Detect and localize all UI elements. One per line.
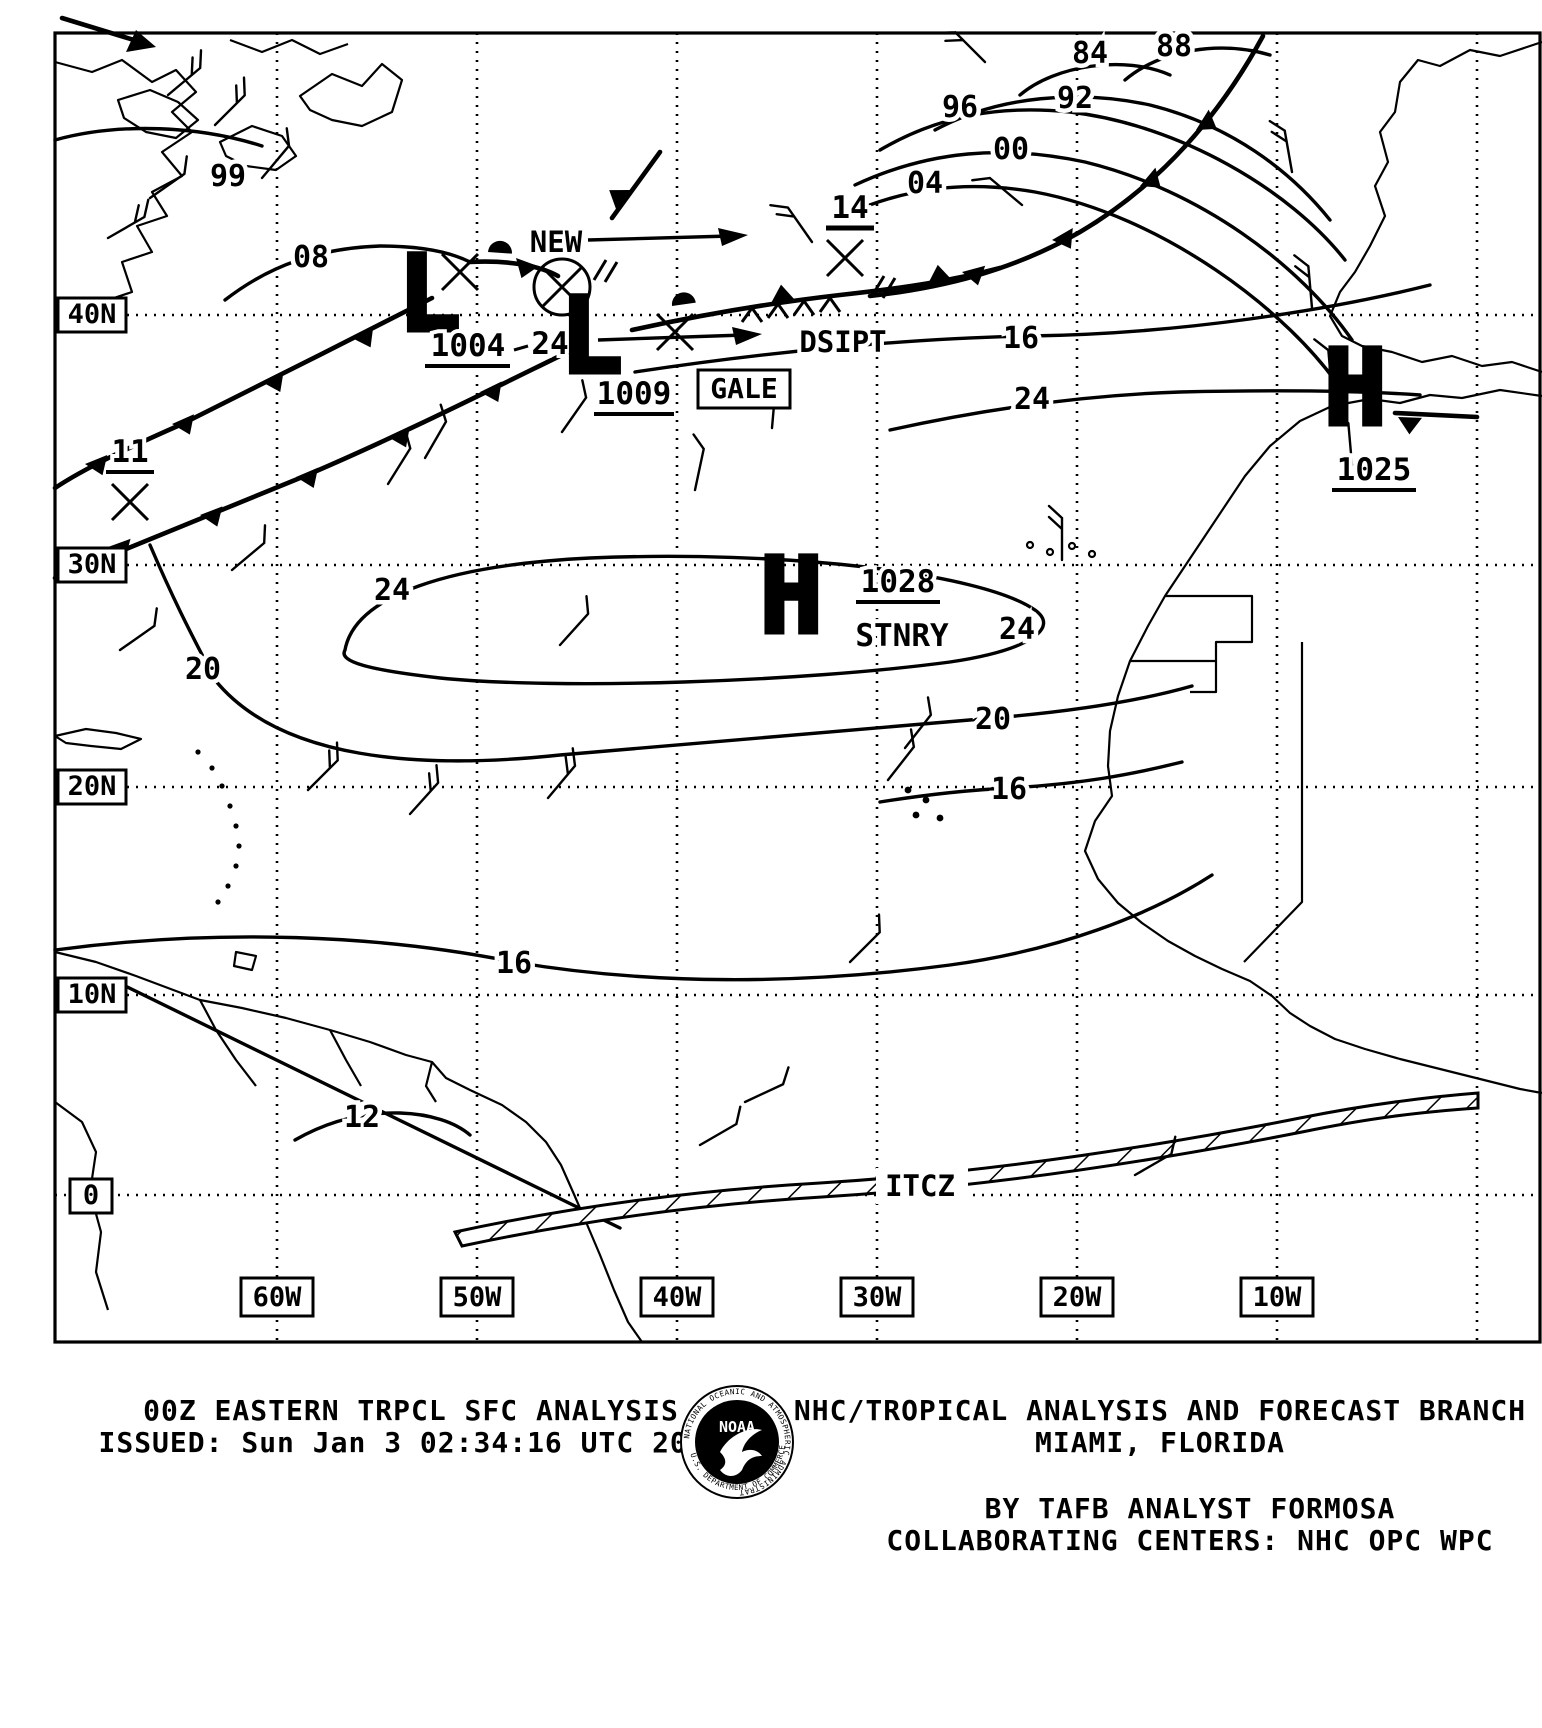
high-pressure: 1028 [861,564,936,600]
issued-timestamp: ISSUED: Sun Jan 3 02:34:16 UTC 2016 [98,1426,723,1459]
low-position-x [655,312,695,352]
lon-label: 40W [653,1282,703,1313]
high-pressure: 1025 [1337,452,1412,488]
isobar-label: 16 [991,772,1027,807]
low-1004: L 1004 24 [396,231,573,368]
latitude-labels: 40N 30N 20N 10N 0 [56,296,128,1215]
wave-position-x [825,238,865,278]
developing-low: NEW [510,221,592,317]
itcz-label-bg [876,1168,968,1204]
isobar-labels: 84 88 92 96 00 04 08 99 16 24 24 24 20 2… [180,25,1196,1140]
lon-label: 60W [253,1282,303,1313]
low-symbol: L [398,233,461,355]
trough-line [111,978,622,1230]
lon-label: 30W [853,1282,903,1313]
low-1009: L 1009 [558,273,695,416]
lon-label: 20W [1053,1282,1103,1313]
gale-label: GALE [710,372,777,405]
lat-label: 10N [68,979,117,1010]
dsipt-label: DSIPT [799,325,886,359]
short-trough-front [602,149,663,221]
agency-location: MIAMI, FLORIDA [1035,1426,1285,1459]
high-1028: H 1028 STNRY [758,533,953,660]
agency-name: NHC/TROPICAL ANALYSIS AND FORECAST BRANC… [794,1394,1526,1427]
analyst-credit: BY TAFB ANALYST FORMOSA [985,1492,1396,1525]
high-symbol: H [760,535,823,657]
circled-x-icon [532,257,592,317]
longitude-labels: 60W 50W 40W 30W 20W 10W [239,1276,1315,1318]
islands [53,540,1097,972]
arrow-head [718,228,748,246]
isobar-label: 04 [907,166,943,201]
frontolysis-mark [592,259,619,283]
itcz-label: ITCZ [885,1169,955,1203]
isobars [53,46,1432,1230]
isobar-label: 99 [210,159,246,194]
wave-position-x [110,482,150,522]
low-pressure: 1009 [597,376,672,412]
collaborating-centers: COLLABORATING CENTERS: NHC OPC WPC [886,1524,1493,1557]
cold-front-west-upper [52,295,435,491]
coastline-south-america [54,950,643,1343]
coastline-europe-africa [1083,40,1542,1095]
lon-label: 50W [453,1282,503,1313]
high-movement: STNRY [855,618,949,654]
isobar-label: 92 [1057,81,1093,116]
tropical-wave-14: 14 [825,186,874,278]
low-movement: 24 [531,326,568,362]
isobar-label: 16 [496,946,532,981]
low-position-x [440,252,480,292]
isobar-label: 20 [975,702,1011,737]
lon-label: 10W [1253,1282,1303,1313]
isobar-label: 12 [344,1100,380,1135]
low-pressure: 1004 [431,328,506,364]
itcz-band: ITCZ [452,1091,1480,1248]
gale-warning: GALE [696,368,792,410]
isobar-label: 96 [942,90,978,125]
lat-label: 40N [68,299,117,330]
tropical-wave-11: 11 [106,430,154,522]
arrow-head [732,327,762,345]
lat-label: 0 [83,1180,99,1211]
isobar-label: 16 [1003,321,1039,356]
isobar-label: 20 [185,652,221,687]
noaa-bird-icon [720,1429,762,1476]
isobar-label: 24 [1014,382,1050,417]
wave-value: 14 [831,190,868,226]
isobar-label: 88 [1156,29,1192,64]
high-1025: H 1025 [1322,325,1416,492]
gale-box [696,368,792,410]
new-label: NEW [530,225,583,259]
lat-label: 30N [68,549,117,580]
cold-front-northeast [867,33,1266,299]
isobar-label: 00 [993,132,1029,167]
frontolysis-mark [870,275,897,299]
front-arrow-topleft [59,15,156,52]
lat-label: 20N [68,771,117,802]
isobar-label: 24 [374,573,410,608]
border-west-sahara [1165,594,1254,694]
high-symbol: H [1324,327,1387,449]
isobar-label: 24 [999,612,1035,647]
front-morocco [1392,410,1480,435]
product-title: 00Z EASTERN TRPCL SFC ANALYSIS [143,1394,679,1427]
wave-value: 11 [111,434,148,470]
border-mali [1243,642,1304,963]
isobar-label: 84 [1072,36,1108,71]
cold-front-west-lower [52,349,571,581]
dissipating-front [592,259,897,323]
isobar-label: 08 [293,240,329,275]
occluded-front-east [629,263,1003,333]
noaa-logo-text: NOAA [719,1418,755,1436]
